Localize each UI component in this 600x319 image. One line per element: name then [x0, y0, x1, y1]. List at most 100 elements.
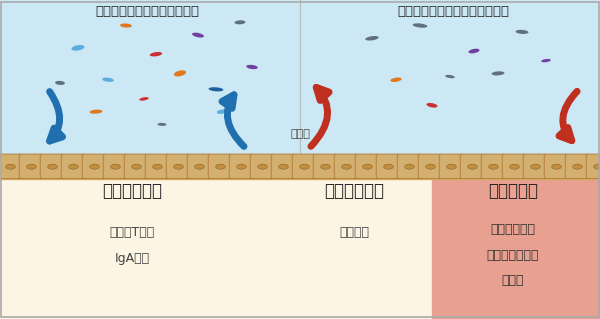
- FancyBboxPatch shape: [355, 154, 380, 179]
- Ellipse shape: [515, 30, 529, 34]
- Circle shape: [195, 164, 205, 169]
- FancyBboxPatch shape: [586, 154, 600, 179]
- Circle shape: [404, 164, 415, 169]
- Circle shape: [174, 164, 184, 169]
- FancyBboxPatch shape: [523, 154, 548, 179]
- Circle shape: [279, 164, 289, 169]
- Circle shape: [362, 164, 372, 169]
- Circle shape: [594, 164, 600, 169]
- Ellipse shape: [469, 49, 479, 53]
- FancyBboxPatch shape: [460, 154, 485, 179]
- Circle shape: [300, 164, 310, 169]
- FancyBboxPatch shape: [544, 154, 569, 179]
- FancyBboxPatch shape: [229, 154, 254, 179]
- Circle shape: [510, 164, 519, 169]
- FancyArrowPatch shape: [559, 91, 577, 141]
- FancyBboxPatch shape: [103, 154, 128, 179]
- FancyBboxPatch shape: [40, 154, 65, 179]
- FancyBboxPatch shape: [271, 154, 296, 179]
- FancyBboxPatch shape: [187, 154, 212, 179]
- FancyBboxPatch shape: [292, 154, 317, 179]
- Bar: [0, 179, 600, 319]
- Circle shape: [48, 164, 58, 169]
- FancyBboxPatch shape: [19, 154, 44, 179]
- Ellipse shape: [139, 97, 149, 101]
- Circle shape: [216, 164, 226, 169]
- Ellipse shape: [427, 103, 437, 108]
- Ellipse shape: [120, 24, 132, 27]
- FancyBboxPatch shape: [208, 154, 233, 179]
- Ellipse shape: [217, 109, 227, 114]
- Circle shape: [237, 164, 247, 169]
- Ellipse shape: [150, 52, 162, 56]
- Ellipse shape: [246, 65, 258, 69]
- FancyArrowPatch shape: [50, 92, 62, 141]
- Circle shape: [426, 164, 436, 169]
- FancyBboxPatch shape: [481, 154, 506, 179]
- Text: バランスのとれた腸内細菌叢: バランスのとれた腸内細菌叢: [95, 5, 199, 18]
- Text: 病態の悪化: 病態の悪化: [488, 182, 538, 200]
- Circle shape: [90, 164, 100, 169]
- Ellipse shape: [235, 20, 245, 24]
- Circle shape: [447, 164, 457, 169]
- FancyArrowPatch shape: [311, 87, 329, 146]
- Text: 腸管内: 腸管内: [290, 129, 310, 139]
- FancyBboxPatch shape: [82, 154, 107, 179]
- Circle shape: [258, 164, 268, 169]
- Circle shape: [27, 164, 37, 169]
- Circle shape: [573, 164, 582, 169]
- Ellipse shape: [365, 36, 379, 41]
- Ellipse shape: [102, 78, 114, 82]
- Bar: [0, 155, 600, 179]
- FancyBboxPatch shape: [439, 154, 464, 179]
- Bar: [432, 179, 600, 319]
- Ellipse shape: [71, 45, 85, 51]
- Circle shape: [111, 164, 121, 169]
- Circle shape: [152, 164, 162, 169]
- Circle shape: [488, 164, 499, 169]
- Ellipse shape: [413, 23, 427, 28]
- FancyBboxPatch shape: [166, 154, 191, 179]
- Circle shape: [468, 164, 478, 169]
- Circle shape: [552, 164, 562, 169]
- Circle shape: [6, 164, 16, 169]
- FancyBboxPatch shape: [397, 154, 422, 179]
- Circle shape: [69, 164, 78, 169]
- Text: 肥満症: 肥満症: [502, 274, 524, 287]
- Circle shape: [531, 164, 540, 169]
- FancyBboxPatch shape: [61, 154, 86, 179]
- Ellipse shape: [192, 33, 204, 38]
- Text: IgA抗体: IgA抗体: [115, 252, 149, 265]
- FancyBboxPatch shape: [334, 154, 359, 179]
- Ellipse shape: [391, 78, 401, 82]
- Ellipse shape: [174, 70, 186, 77]
- Ellipse shape: [158, 123, 166, 126]
- FancyBboxPatch shape: [565, 154, 590, 179]
- FancyBboxPatch shape: [250, 154, 275, 179]
- FancyBboxPatch shape: [0, 154, 23, 179]
- FancyBboxPatch shape: [376, 154, 401, 179]
- Ellipse shape: [55, 81, 65, 85]
- FancyArrowPatch shape: [222, 95, 244, 146]
- Text: 自己免疫疾患: 自己免疫疾患: [491, 223, 536, 236]
- Circle shape: [132, 164, 142, 169]
- Ellipse shape: [491, 71, 505, 75]
- Text: バランスが破綻した腸内細菌叢: バランスが破綻した腸内細菌叢: [397, 5, 509, 18]
- FancyBboxPatch shape: [502, 154, 527, 179]
- FancyBboxPatch shape: [418, 154, 443, 179]
- Text: アレルギー疾患: アレルギー疾患: [487, 249, 539, 262]
- Circle shape: [384, 164, 394, 169]
- FancyBboxPatch shape: [124, 154, 149, 179]
- Ellipse shape: [89, 110, 103, 114]
- FancyBboxPatch shape: [313, 154, 338, 179]
- Ellipse shape: [209, 87, 223, 92]
- Text: 制御性T細胞: 制御性T細胞: [109, 226, 155, 240]
- Text: 正常な免疫系: 正常な免疫系: [102, 182, 162, 200]
- Text: 免疫不全: 免疫不全: [339, 226, 369, 240]
- Ellipse shape: [445, 75, 455, 78]
- Circle shape: [342, 164, 352, 169]
- Circle shape: [320, 164, 331, 169]
- Bar: [0, 0, 600, 179]
- FancyBboxPatch shape: [145, 154, 170, 179]
- Text: 免疫系の異常: 免疫系の異常: [324, 182, 384, 200]
